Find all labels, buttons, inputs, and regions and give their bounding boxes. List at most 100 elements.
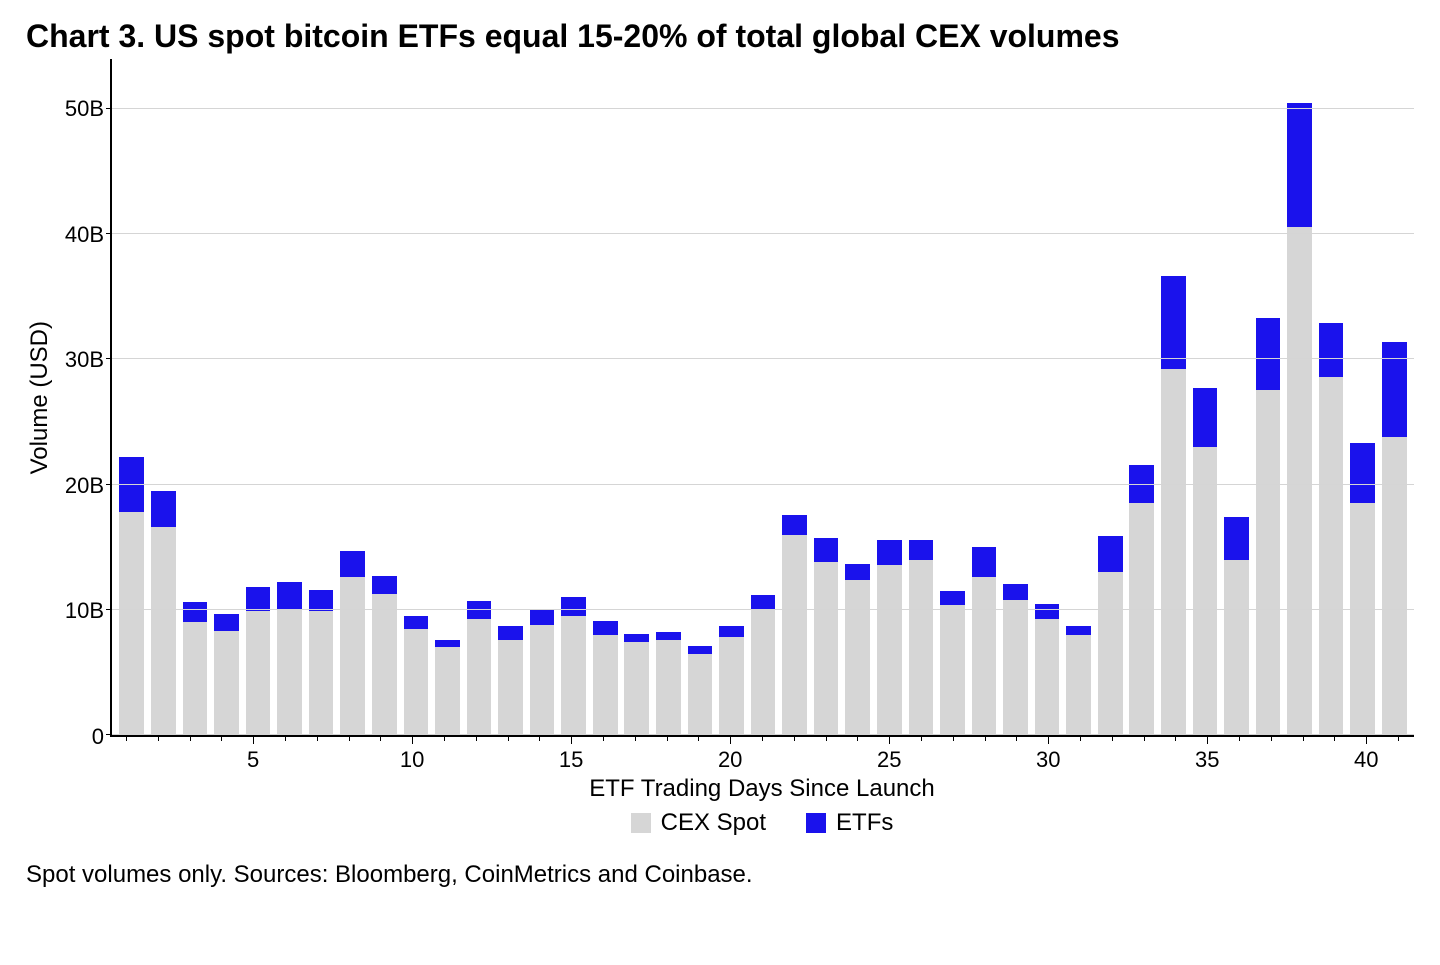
chart-footnote: Spot volumes only. Sources: Bloomberg, C…: [26, 861, 1414, 889]
bar: [1382, 342, 1407, 735]
bar-segment-etfs: [845, 564, 870, 580]
bar-segment-cex-spot: [1319, 377, 1344, 735]
legend: CEX Spot ETFs: [110, 809, 1414, 837]
bar-segment-etfs: [1287, 103, 1312, 227]
bar-slot: [842, 59, 874, 735]
bar-segment-etfs: [151, 491, 176, 527]
bar-slot: [589, 59, 621, 735]
bar-segment-etfs: [214, 614, 239, 632]
bar: [593, 621, 618, 735]
bar-slot: [1315, 59, 1347, 735]
bar-segment-etfs: [530, 609, 555, 625]
bar-slot: [1221, 59, 1253, 735]
bar-segment-cex-spot: [1129, 503, 1154, 735]
bar-segment-cex-spot: [246, 611, 271, 735]
bar-segment-cex-spot: [372, 594, 397, 735]
bar: [1287, 103, 1312, 735]
bar-slot: [526, 59, 558, 735]
y-axis-label: Volume (USD): [26, 321, 54, 474]
bar-segment-etfs: [435, 640, 460, 648]
bar-segment-etfs: [340, 551, 365, 577]
y-tick-label: 0: [92, 724, 104, 750]
bar-segment-cex-spot: [877, 565, 902, 735]
bar-slot: [1063, 59, 1095, 735]
bar-segment-etfs: [1350, 443, 1375, 503]
bar: [530, 609, 555, 735]
bar-segment-etfs: [561, 597, 586, 616]
bar-segment-cex-spot: [1161, 369, 1186, 735]
bar-slot: [148, 59, 180, 735]
bar-segment-cex-spot: [688, 654, 713, 735]
bar-segment-etfs: [183, 602, 208, 622]
bar-slot: [779, 59, 811, 735]
bar: [972, 547, 997, 735]
bar-segment-etfs: [814, 538, 839, 562]
bar-segment-etfs: [1098, 536, 1123, 572]
bar-slot: [716, 59, 748, 735]
bar-segment-etfs: [1161, 276, 1186, 370]
bar-segment-cex-spot: [1066, 635, 1091, 735]
x-tick-label: 35: [1195, 747, 1219, 773]
bar-slot: [905, 59, 937, 735]
bar-slot: [747, 59, 779, 735]
bar-segment-cex-spot: [593, 635, 618, 735]
bar-segment-etfs: [246, 587, 271, 611]
bar-segment-cex-spot: [1382, 437, 1407, 735]
bar-segment-etfs: [1256, 318, 1281, 389]
bar-segment-etfs: [972, 547, 997, 577]
chart-title: Chart 3. US spot bitcoin ETFs equal 15-2…: [26, 18, 1414, 55]
bar-segment-cex-spot: [214, 631, 239, 735]
bar: [1193, 388, 1218, 735]
bar-segment-etfs: [624, 634, 649, 643]
bar: [1161, 276, 1186, 735]
bar-slot: [463, 59, 495, 735]
bar-segment-etfs: [656, 632, 681, 640]
bar-segment-etfs: [1066, 626, 1091, 635]
x-tick-label: 25: [877, 747, 901, 773]
bar-segment-etfs: [1193, 388, 1218, 447]
legend-label: CEX Spot: [661, 809, 766, 837]
bar-segment-cex-spot: [340, 577, 365, 735]
bar-segment-cex-spot: [1350, 503, 1375, 735]
bar-slot: [274, 59, 306, 735]
bar-segment-cex-spot: [1003, 600, 1028, 735]
bar-segment-cex-spot: [845, 580, 870, 735]
bar-segment-etfs: [782, 515, 807, 535]
bar-slot: [1000, 59, 1032, 735]
bar-slot: [400, 59, 432, 735]
bar-segment-etfs: [688, 646, 713, 654]
bar-segment-cex-spot: [467, 619, 492, 735]
bar-segment-etfs: [119, 457, 144, 512]
bar-segment-cex-spot: [624, 642, 649, 735]
plot-area: [110, 59, 1414, 737]
bar: [404, 616, 429, 735]
bar-segment-etfs: [751, 595, 776, 610]
bar-segment-cex-spot: [561, 616, 586, 735]
y-tick-column: 010B20B30B40B50B: [54, 59, 110, 737]
bar-slot: [558, 59, 590, 735]
bar: [1035, 604, 1060, 735]
bar-segment-cex-spot: [656, 640, 681, 735]
bar: [845, 564, 870, 736]
bar-slot: [1284, 59, 1316, 735]
bar-segment-cex-spot: [972, 577, 997, 735]
bar-slot: [1094, 59, 1126, 735]
bar-segment-cex-spot: [940, 605, 965, 735]
bar: [467, 601, 492, 735]
gridline: [112, 358, 1414, 359]
legend-item: ETFs: [806, 809, 893, 837]
bar: [119, 457, 144, 735]
gridline: [112, 484, 1414, 485]
bar-segment-etfs: [1003, 584, 1028, 600]
bar-segment-etfs: [467, 601, 492, 619]
bar-segment-etfs: [1224, 517, 1249, 560]
bar-slot: [937, 59, 969, 735]
bar: [782, 515, 807, 735]
bar-slot: [1031, 59, 1063, 735]
y-tick-label: 30B: [65, 347, 104, 373]
bar-segment-cex-spot: [530, 625, 555, 735]
legend-label: ETFs: [836, 809, 893, 837]
bar-segment-etfs: [277, 582, 302, 608]
bar-slot: [968, 59, 1000, 735]
bar-slot: [653, 59, 685, 735]
